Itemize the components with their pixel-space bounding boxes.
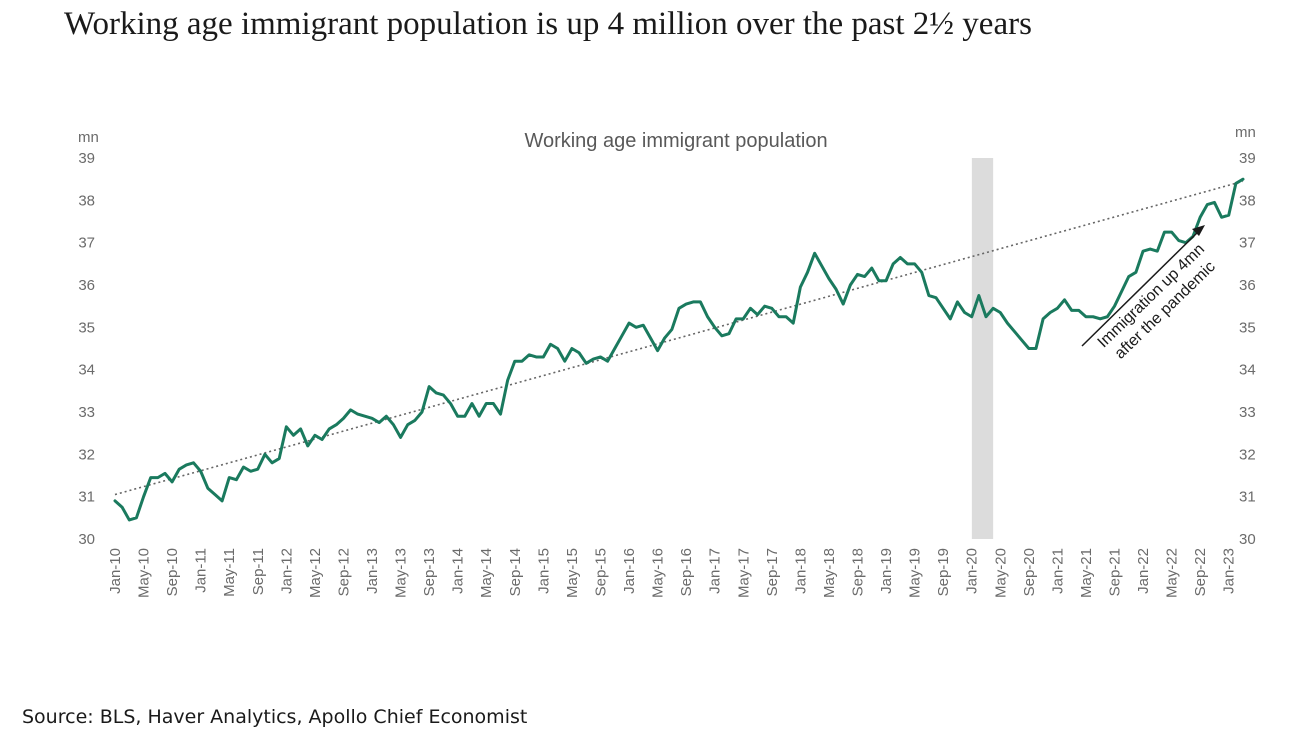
y-tick-label-right: 34 [1239,362,1256,379]
chart-title: Working age immigrant population [524,130,827,152]
annotation-arrow [1081,229,1201,347]
x-tick-label: Jan-13 [364,548,381,594]
y-axis-unit-right: mn [1235,124,1256,141]
x-tick-label: May-14 [478,548,495,598]
x-tick-label: Jan-11 [193,548,210,593]
y-tick-label-left: 36 [78,277,95,294]
y-tick-label-left: 34 [78,362,95,379]
x-tick-label: Sep-18 [849,548,866,596]
x-tick-label: Jan-14 [450,548,467,594]
series-line-immigrant-population [113,177,1245,522]
x-tick-label: Sep-12 [335,548,352,596]
y-tick-label-right: 38 [1239,192,1256,209]
x-tick-label: Jan-22 [1135,548,1152,594]
x-tick-label: May-22 [1164,548,1181,598]
x-tick-label: May-19 [907,548,924,598]
x-tick-label: Jan-10 [107,548,124,594]
x-tick-label: Sep-14 [507,548,524,596]
x-tick-label: Sep-10 [164,548,181,596]
x-tick-label: Jan-15 [535,548,552,594]
y-tick-label-left: 37 [78,235,95,252]
y-tick-label-right: 33 [1239,404,1256,421]
x-tick-label: Jan-19 [878,548,895,594]
y-tick-label-left: 33 [78,404,95,421]
x-tick-label: May-11 [221,548,238,597]
y-tick-label-right: 32 [1239,446,1256,463]
trend-line [114,180,1244,496]
x-tick-label: Jan-12 [278,548,295,594]
x-tick-label: Sep-17 [764,548,781,596]
x-tick-label: May-12 [307,548,324,598]
y-tick-label-right: 39 [1239,150,1256,167]
annotation: Immigration up 4mn after the pandemic [1081,225,1219,363]
y-tick-label-right: 36 [1239,277,1256,294]
y-tick-label-left: 30 [78,531,95,548]
x-tick-label: Sep-21 [1106,548,1123,596]
y-tick-label-left: 39 [78,150,95,167]
x-tick-label: Sep-22 [1192,548,1209,596]
x-tick-label: Jan-20 [964,548,981,594]
y-tick-label-right: 31 [1239,489,1256,506]
headline: Working age immigrant population is up 4… [64,6,1032,42]
x-tick-label: Jan-23 [1221,548,1238,594]
x-tick-label: May-13 [393,548,410,598]
x-tick-label: May-10 [136,548,153,598]
y-tick-label-left: 31 [78,489,95,506]
y-tick-label-left: 38 [78,192,95,209]
y-tick-label-left: 32 [78,446,95,463]
x-tick-label: Sep-13 [421,548,438,596]
y-tick-label-right: 30 [1239,531,1256,548]
pandemic-shade [971,158,994,539]
x-tick-label: Sep-15 [592,548,609,596]
y-axis-unit-left: mn [78,129,99,146]
x-tick-label: Sep-19 [935,548,952,596]
x-tick-label: Sep-16 [678,548,695,596]
x-tick-label: May-15 [564,548,581,598]
x-tick-label: Jan-21 [1049,548,1066,594]
x-tick-label: May-16 [650,548,667,598]
x-tick-label: May-18 [821,548,838,598]
source-note: Source: BLS, Haver Analytics, Apollo Chi… [22,706,528,728]
line-chart: Working age immigrant population mn mn 3… [78,124,1256,598]
x-tick-label: Jan-18 [792,548,809,594]
x-tick-label: Sep-11 [250,548,267,595]
y-tick-label-right: 37 [1239,235,1256,252]
x-tick-label: May-17 [735,548,752,598]
x-tick-label: May-20 [992,548,1009,598]
annotation-arrowhead [1192,225,1205,236]
y-tick-label-right: 35 [1239,319,1256,336]
y-tick-label-left: 35 [78,319,95,336]
x-tick-label: Jan-17 [707,548,724,594]
x-tick-label: Jan-16 [621,548,638,594]
x-tick-label: Sep-20 [1021,548,1038,596]
x-tick-label: May-21 [1078,548,1095,598]
